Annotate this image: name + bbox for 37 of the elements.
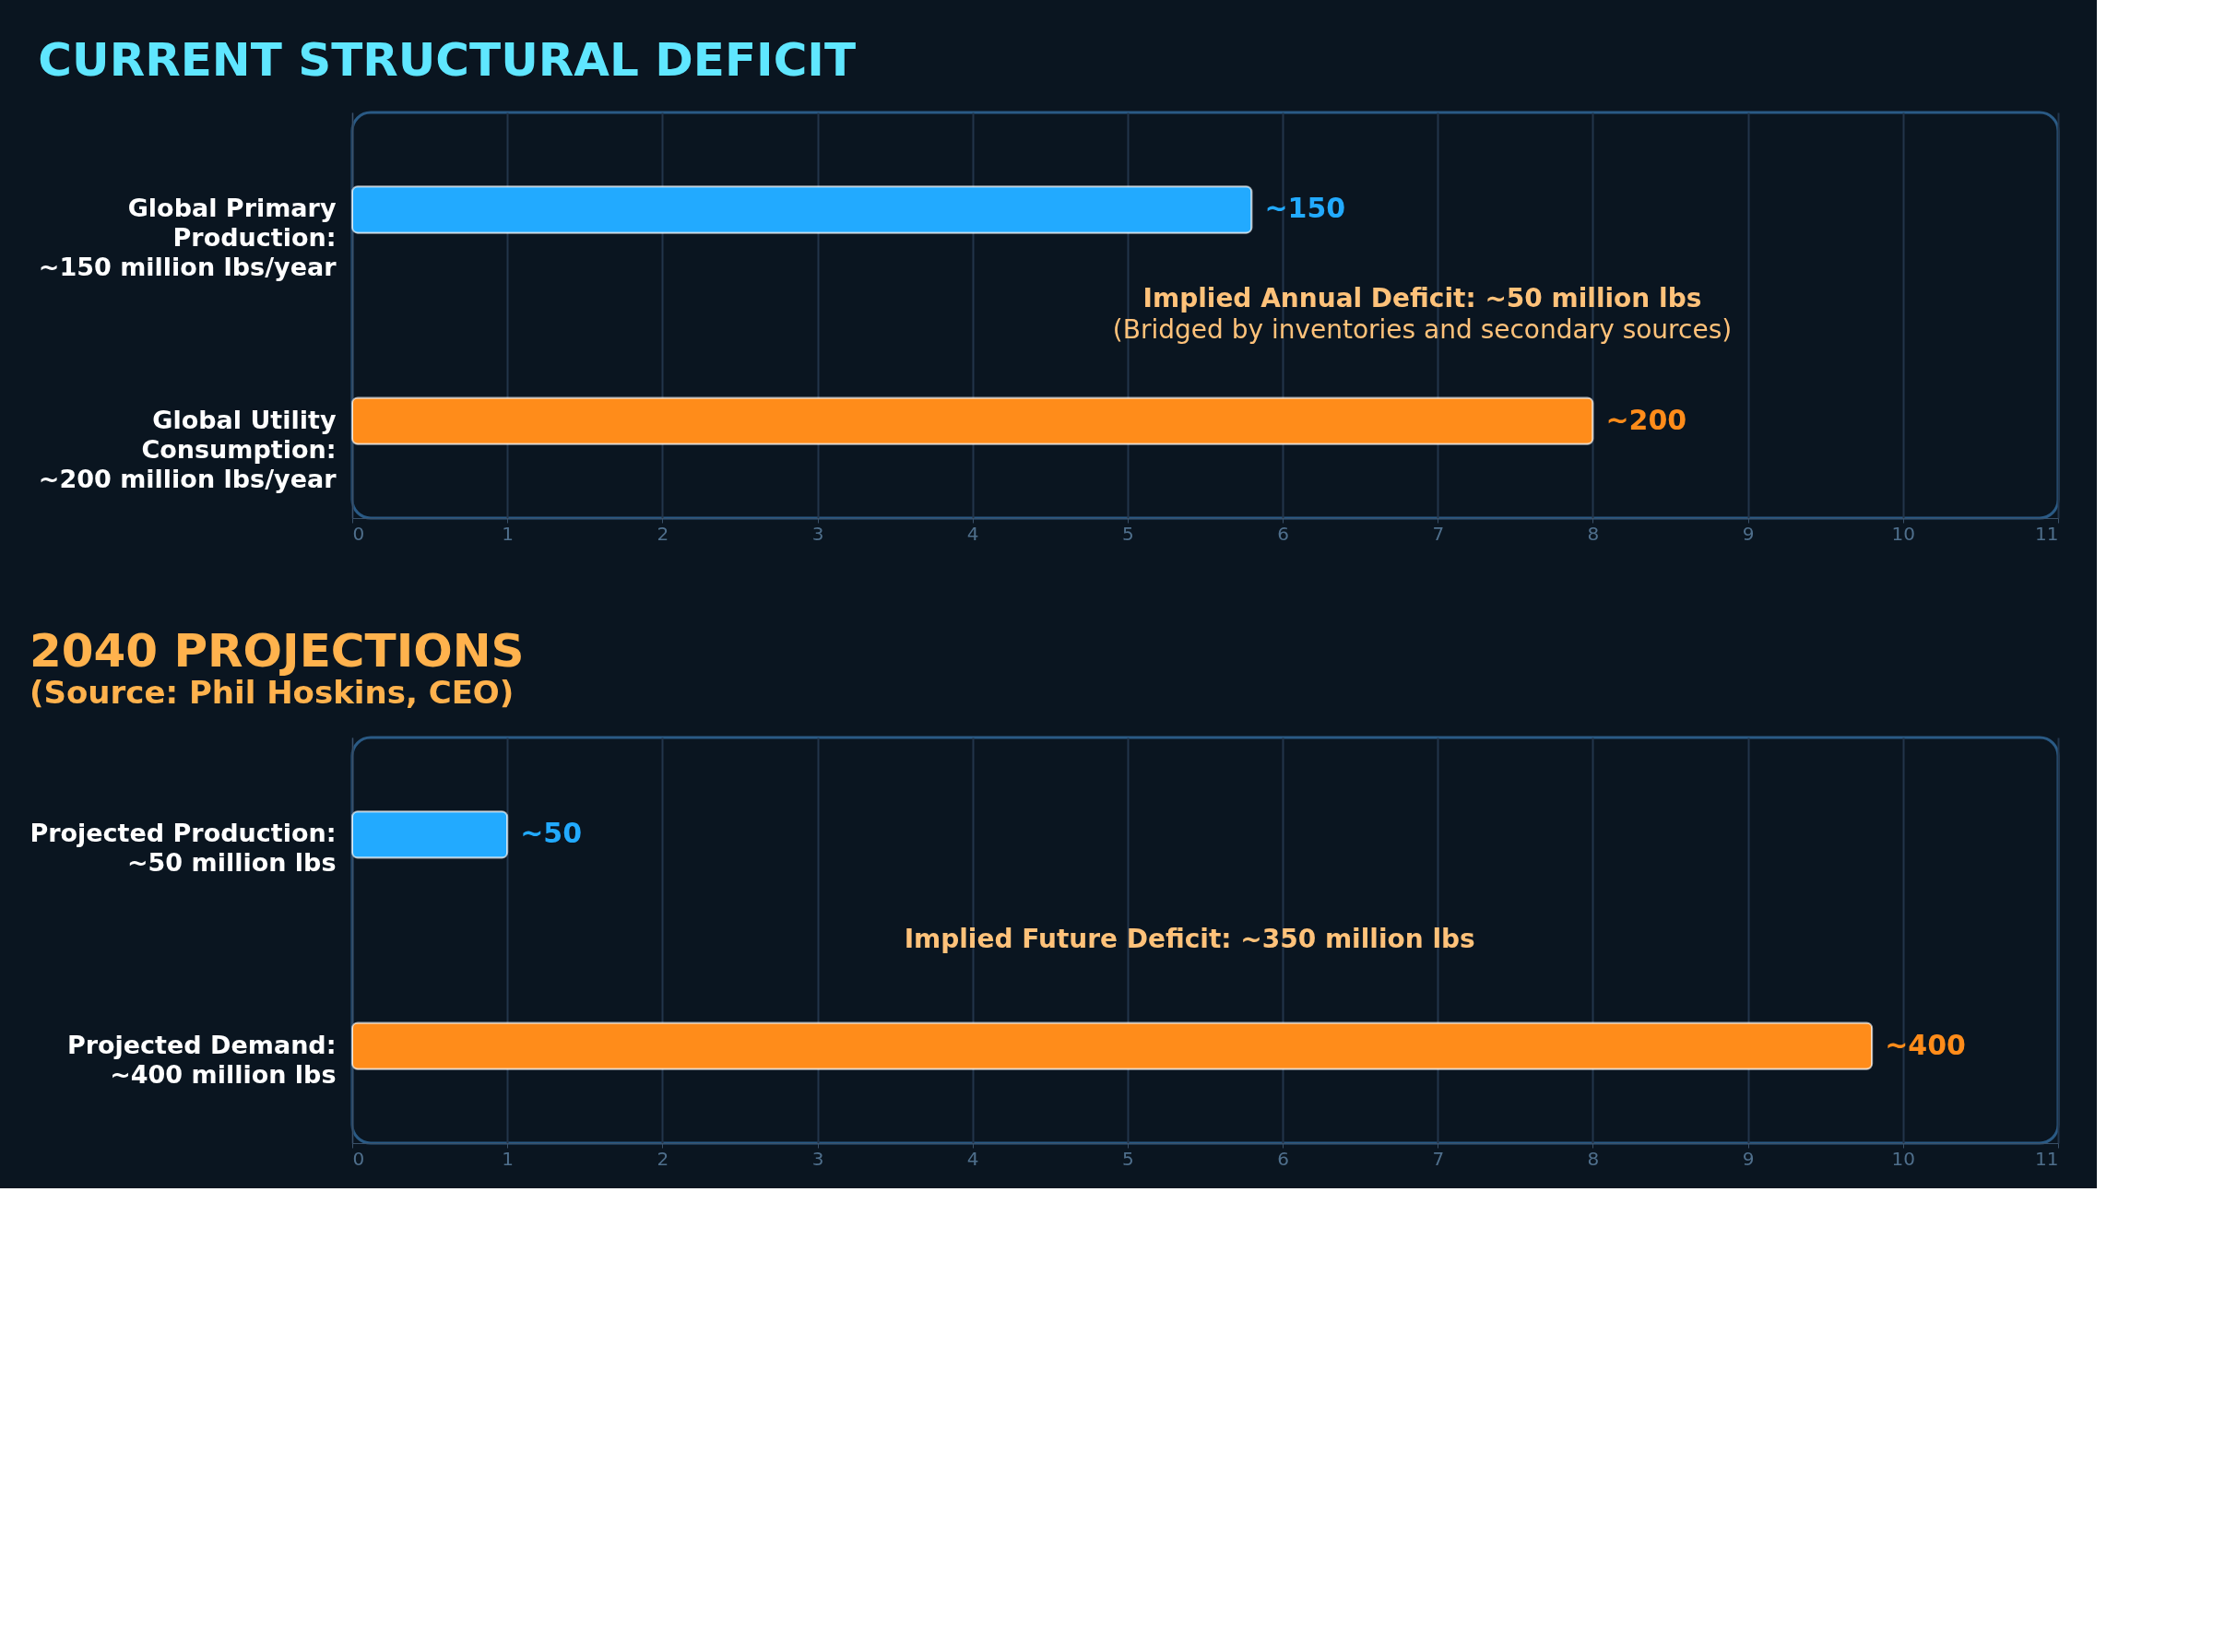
annotation: ~400 bbox=[1885, 1028, 1966, 1061]
x-tick-label: 3 bbox=[811, 1147, 824, 1170]
chart-title: CURRENT STRUCTURAL DEFICIT bbox=[38, 33, 857, 87]
x-tick-label: 2 bbox=[657, 522, 669, 545]
annotation: (Bridged by inventories and secondary sources) bbox=[1112, 314, 1733, 345]
x-tick-label: 8 bbox=[1587, 1147, 1600, 1170]
annotation: Implied Annual Deficit: ~50 million lbs bbox=[1142, 283, 1702, 313]
x-tick-label: 0 bbox=[352, 1147, 365, 1170]
x-tick-label: 4 bbox=[966, 522, 979, 545]
x-tick-label: 0 bbox=[352, 522, 365, 545]
x-tick-label: 10 bbox=[1891, 522, 1916, 545]
annotation: ~200 bbox=[1605, 403, 1687, 436]
x-tick-label: 7 bbox=[1432, 1147, 1445, 1170]
x-tick-label: 11 bbox=[2035, 522, 2059, 545]
annotation: ~150 bbox=[1264, 192, 1346, 225]
y-tick-label: Projected Production: ~50 million lbs bbox=[30, 819, 337, 878]
y-tick-label: Projected Demand: ~400 million lbs bbox=[66, 1030, 337, 1089]
x-tick-label: 5 bbox=[1122, 522, 1134, 545]
x-tick-label: 2 bbox=[657, 1147, 669, 1170]
annotation: Implied Future Deficit: ~350 million lbs bbox=[904, 924, 1475, 954]
x-tick-label: 8 bbox=[1587, 522, 1600, 545]
x-tick-label: 6 bbox=[1277, 1147, 1289, 1170]
x-tick-label: 11 bbox=[2035, 1147, 2059, 1170]
x-tick-label: 7 bbox=[1432, 522, 1445, 545]
x-tick-label: 1 bbox=[502, 522, 515, 545]
x-tick-label: 6 bbox=[1277, 522, 1289, 545]
chart-title: 2040 PROJECTIONS bbox=[29, 624, 525, 678]
x-tick-label: 9 bbox=[1742, 1147, 1755, 1170]
x-tick-label: 5 bbox=[1122, 1147, 1134, 1170]
x-tick-label: 4 bbox=[966, 1147, 979, 1170]
y-tick-label: Global Utility Consumption: ~200 million lbs/year bbox=[38, 405, 337, 493]
annotation: ~50 bbox=[520, 817, 583, 850]
x-tick-label: 3 bbox=[811, 522, 824, 545]
x-tick-label: 1 bbox=[502, 1147, 515, 1170]
x-tick-label: 9 bbox=[1742, 522, 1755, 545]
y-tick-label: Global Primary Production: ~150 million lbs/year bbox=[38, 194, 337, 282]
x-tick-label: 10 bbox=[1891, 1147, 1916, 1170]
